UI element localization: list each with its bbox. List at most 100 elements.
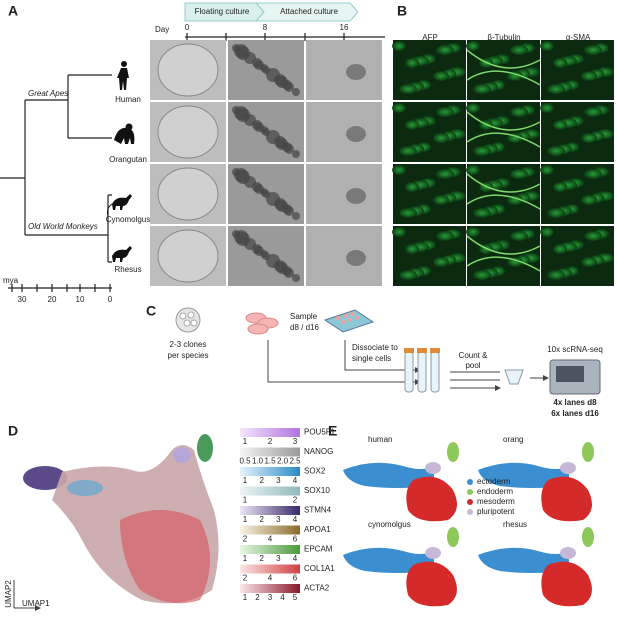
colorbar-tick: 2 bbox=[293, 496, 298, 505]
colorbar bbox=[240, 467, 300, 476]
cell bbox=[433, 71, 449, 81]
step-text: Count & bbox=[459, 351, 489, 360]
cell bbox=[553, 58, 567, 68]
legend-label: endoderm bbox=[477, 487, 513, 496]
cell bbox=[392, 103, 406, 113]
cell bbox=[433, 257, 449, 267]
colorbar-tick: 1.5 bbox=[264, 457, 276, 466]
cell bbox=[581, 257, 597, 267]
species-umap-label: human bbox=[368, 435, 392, 444]
colorbar-tick: 4 bbox=[268, 574, 273, 583]
cell bbox=[581, 195, 597, 205]
stain-label: α-SMA bbox=[566, 33, 591, 42]
colorbar-tick: 1 bbox=[243, 437, 248, 446]
cell bbox=[405, 244, 419, 254]
mya-axis bbox=[8, 284, 112, 292]
axis-label: UMAP1 bbox=[22, 599, 50, 608]
step-text: Sample bbox=[290, 312, 318, 321]
species-label: Rhesus bbox=[114, 265, 141, 274]
mesoderm-cluster bbox=[406, 561, 457, 607]
mya-tick: 10 bbox=[76, 295, 85, 304]
clade-label: Old World Monkeys bbox=[28, 222, 98, 231]
colorbar-tick: 2 bbox=[255, 593, 260, 602]
colorbar-tick: 1 bbox=[243, 476, 248, 485]
cell bbox=[510, 169, 528, 179]
sphere bbox=[282, 204, 292, 214]
colorbar-tick: 2 bbox=[259, 554, 264, 563]
legend-label: mesoderm bbox=[477, 497, 515, 506]
stage-banner bbox=[254, 2, 359, 22]
species-umap-label: orang bbox=[503, 435, 523, 444]
clade-label: Great Apes bbox=[28, 89, 68, 98]
colorbar-tick: 0.5 bbox=[239, 457, 251, 466]
colorbar bbox=[240, 525, 300, 535]
panel-label: D bbox=[8, 423, 18, 439]
colorbar-tick: 1 bbox=[243, 515, 248, 524]
colorbar-tick: 4 bbox=[280, 593, 285, 602]
pluripotent-cluster bbox=[425, 547, 441, 559]
colorbar-tick: 2 bbox=[268, 437, 273, 446]
colony bbox=[157, 43, 219, 97]
cell bbox=[510, 45, 528, 55]
colorbar-tick: 2 bbox=[259, 515, 264, 524]
colorbar-tick: 3 bbox=[293, 437, 298, 446]
cell bbox=[466, 165, 480, 175]
colorbar-tick: 2 bbox=[243, 574, 248, 583]
micrograph bbox=[306, 102, 382, 162]
sphere bbox=[260, 188, 268, 196]
colony bbox=[157, 229, 219, 283]
step-text: 10x scRNA-seq bbox=[547, 345, 603, 354]
colorbar bbox=[240, 447, 300, 457]
colorbar-tick: 2 bbox=[259, 476, 264, 485]
micrograph bbox=[306, 40, 382, 100]
cluster bbox=[346, 126, 366, 142]
cell bbox=[547, 146, 565, 156]
cell bbox=[540, 41, 554, 51]
colorbar-tick: 3 bbox=[268, 593, 273, 602]
cluster bbox=[346, 250, 366, 266]
gene-label: SOX2 bbox=[304, 467, 326, 476]
panel-label: A bbox=[8, 3, 18, 19]
sphere bbox=[234, 230, 248, 244]
cell bbox=[540, 165, 554, 175]
colorbar-tick: 6 bbox=[293, 574, 298, 583]
fibers bbox=[466, 235, 541, 272]
sphere bbox=[282, 80, 292, 90]
axis-label: mya bbox=[3, 276, 19, 285]
cell bbox=[581, 133, 597, 143]
mya-tick: 0 bbox=[108, 295, 113, 304]
cell bbox=[473, 208, 491, 218]
colorbar-tick: 4 bbox=[293, 476, 298, 485]
panel-label: B bbox=[397, 3, 407, 19]
gene-label: STMN4 bbox=[304, 506, 332, 515]
panel-label: C bbox=[146, 303, 156, 319]
cluster bbox=[346, 188, 366, 204]
timeline-ticks bbox=[186, 33, 345, 41]
cell bbox=[433, 195, 449, 205]
sphere bbox=[252, 244, 262, 254]
pluripotent-cluster bbox=[560, 547, 576, 559]
cell bbox=[473, 84, 491, 94]
pluripotent-cluster bbox=[560, 462, 576, 474]
endoderm-cluster bbox=[582, 442, 594, 462]
colorbar-tick: 1 bbox=[243, 496, 248, 505]
cell bbox=[405, 182, 419, 192]
mesoderm-cluster bbox=[406, 476, 457, 522]
sphere bbox=[292, 274, 300, 282]
sphere bbox=[282, 266, 292, 276]
cell bbox=[436, 107, 454, 117]
micrograph bbox=[306, 226, 382, 286]
colorbar-tick: 1.0 bbox=[252, 457, 264, 466]
cell bbox=[392, 227, 406, 237]
cell bbox=[466, 41, 480, 51]
colony bbox=[157, 167, 219, 221]
colorbar-tick: 5 bbox=[293, 593, 298, 602]
colorbar-tick: 2.5 bbox=[289, 457, 301, 466]
cell bbox=[399, 270, 417, 280]
cell bbox=[392, 165, 406, 175]
sphere bbox=[260, 250, 268, 258]
cell bbox=[540, 103, 554, 113]
cell bbox=[540, 227, 554, 237]
colorbar-tick: 2 bbox=[243, 535, 248, 544]
